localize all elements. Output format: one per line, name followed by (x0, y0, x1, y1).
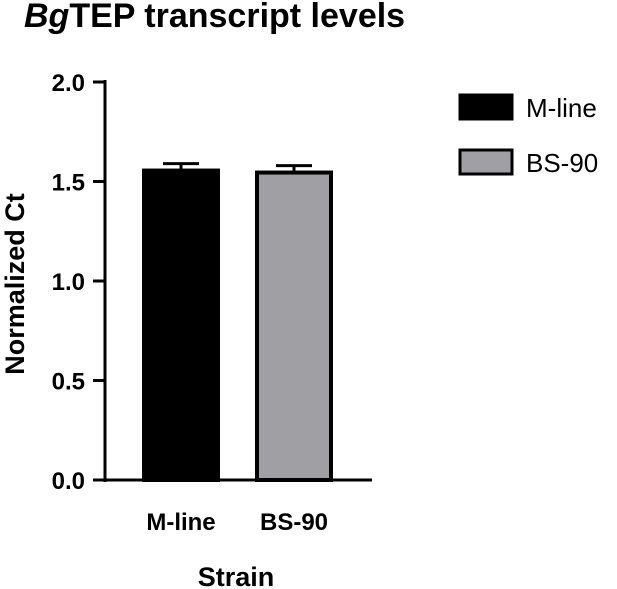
x-tick-label: BS-90 (260, 509, 328, 536)
legend-swatch-m-line (458, 93, 514, 121)
y-axis-title: Normalized Ct (0, 193, 30, 375)
legend-label-bs-90: BS-90 (526, 148, 598, 178)
x-axis-title: Strain (198, 562, 275, 589)
y-ticks-group: 0.0 0.5 1.0 1.5 2.0 (52, 70, 105, 495)
bars-group (142, 168, 333, 482)
chart-title: BgTEP transcript levels (24, 0, 405, 35)
y-tick-label: 0.0 (52, 468, 85, 495)
x-ticks-group: M-line BS-90 (146, 509, 328, 536)
y-tick-label: 0.5 (52, 369, 85, 396)
x-tick-label: M-line (146, 509, 215, 536)
error-bars-group (163, 162, 312, 173)
legend-label-m-line: M-line (526, 93, 597, 123)
bar-bs-90 (255, 170, 333, 482)
y-tick-label: 1.5 (52, 170, 85, 197)
chart-title-italic: Bg (24, 0, 70, 35)
legend: M-line BS-90 (458, 93, 598, 178)
legend-swatch-bs-90 (458, 148, 514, 176)
y-tick-label: 1.0 (52, 269, 85, 296)
chart-title-rest: TEP transcript levels (69, 0, 405, 35)
bar-m-line (142, 168, 220, 482)
y-tick-label: 2.0 (52, 70, 85, 97)
